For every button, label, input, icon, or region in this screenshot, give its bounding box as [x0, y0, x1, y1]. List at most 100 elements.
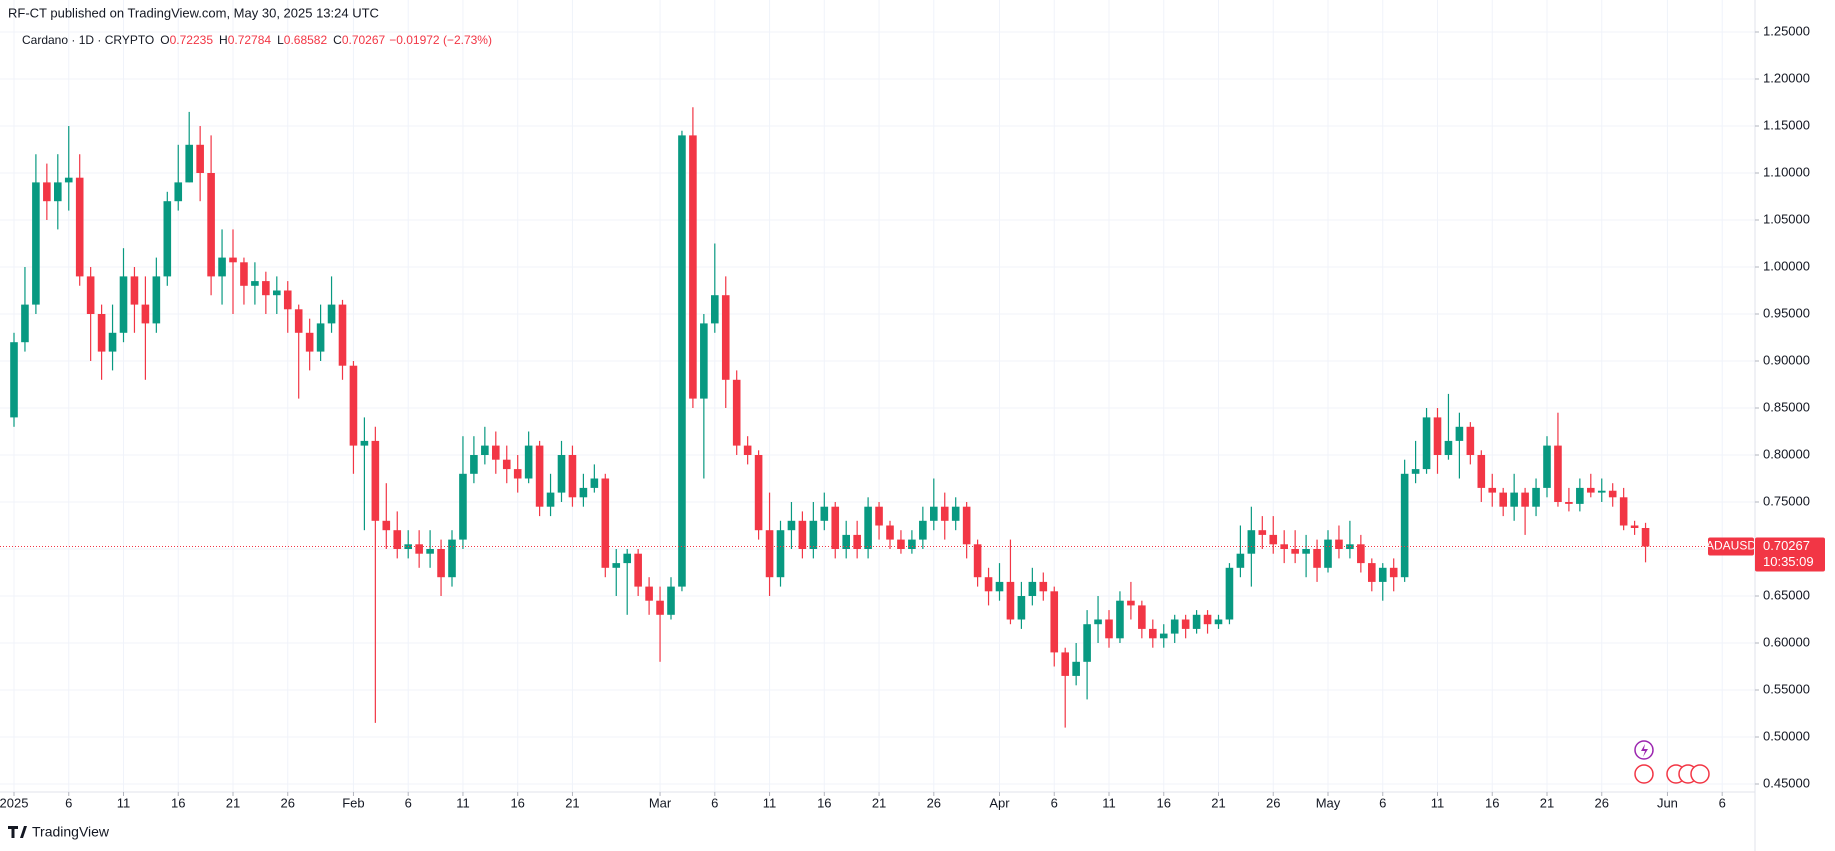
- candle-body: [1532, 487, 1540, 507]
- candle-body: [1072, 661, 1080, 676]
- candle-body: [1028, 581, 1037, 597]
- candle-body: [1039, 581, 1048, 592]
- candle-body: [415, 544, 423, 554]
- y-tick-label: 1.10000: [1763, 164, 1810, 179]
- candles: [10, 107, 1650, 728]
- legend-key: H: [219, 33, 228, 47]
- candle-body: [886, 525, 894, 540]
- candle-body: [1346, 544, 1354, 550]
- candle-body: [1127, 600, 1135, 606]
- candle-body: [546, 492, 555, 507]
- candle-body: [1608, 490, 1617, 498]
- y-tick-label: 0.45000: [1763, 775, 1810, 790]
- legend-key: L: [277, 33, 284, 47]
- candle-body: [1313, 549, 1321, 568]
- candle-body: [700, 323, 708, 399]
- candle-body: [1565, 502, 1573, 504]
- x-tick-label: 21: [1211, 795, 1225, 810]
- candle-body: [481, 445, 489, 456]
- candle-body: [524, 445, 533, 479]
- candle-body: [218, 257, 226, 277]
- legend-key: O: [160, 33, 169, 47]
- candle-body: [1357, 544, 1365, 564]
- candle-body: [32, 182, 40, 305]
- y-tick-label: 0.55000: [1763, 681, 1810, 696]
- candle-body: [1302, 549, 1310, 554]
- candle-body: [1455, 426, 1464, 441]
- x-tick-label: Jun: [1657, 795, 1678, 810]
- candle-body: [645, 586, 653, 601]
- candle-body: [634, 553, 642, 587]
- x-tick-label: 16: [1485, 795, 1499, 810]
- x-tick-label: 11: [117, 795, 131, 810]
- candle-body: [1192, 614, 1201, 629]
- candle-body: [459, 473, 467, 540]
- x-tick-label: 6: [1051, 795, 1058, 810]
- x-tick-label: 6: [711, 795, 718, 810]
- candle-body: [371, 440, 380, 521]
- candle-body: [1247, 530, 1256, 554]
- candle-body: [1203, 614, 1212, 625]
- x-tick-label: 16: [171, 795, 185, 810]
- x-tick-label: 16: [1157, 795, 1171, 810]
- legend-change: −0.01972 (−2.73%): [389, 33, 492, 47]
- candle-body: [338, 304, 347, 366]
- candle-body: [1488, 487, 1497, 493]
- publisher-note: RF-CT published on TradingView.com, May …: [8, 5, 379, 20]
- candle-body: [448, 539, 456, 578]
- candle-body: [1466, 426, 1475, 456]
- y-tick-label: 0.50000: [1763, 728, 1810, 743]
- x-tick-label: 6: [1379, 795, 1386, 810]
- brand: TradingView: [32, 824, 110, 840]
- y-tick-label: 1.05000: [1763, 211, 1810, 226]
- event-icon[interactable]: [1690, 764, 1710, 784]
- x-tick-label: 11: [1102, 795, 1116, 810]
- legend: Cardano · 1D · CRYPTO O0.72235 H0.72784 L0.…: [22, 33, 492, 47]
- candle-body: [535, 445, 544, 507]
- candle-body: [798, 520, 807, 550]
- y-tick-label: 1.15000: [1763, 117, 1810, 132]
- candle-body: [1378, 567, 1387, 582]
- candle-body: [75, 177, 84, 277]
- x-tick-label: 21: [226, 795, 240, 810]
- event-icon[interactable]: [1634, 764, 1654, 784]
- candle-body: [1499, 492, 1507, 507]
- candle-body: [1554, 445, 1562, 503]
- candle-body: [382, 520, 391, 531]
- candle-body: [743, 445, 752, 456]
- candle-body: [1324, 539, 1332, 568]
- candle-body: [601, 478, 610, 568]
- x-tick-label: 6: [405, 795, 412, 810]
- x-tick-label: 6: [65, 795, 72, 810]
- x-tick-label: 26: [1266, 795, 1280, 810]
- candle-body: [1225, 567, 1234, 620]
- candle-body: [1083, 624, 1091, 662]
- candle-body: [360, 440, 369, 446]
- candle-body: [327, 304, 336, 324]
- candle-body: [973, 544, 982, 578]
- candle-body: [568, 455, 577, 498]
- candle-body: [579, 487, 588, 498]
- candle-body: [163, 201, 172, 277]
- candle-body: [1006, 581, 1015, 620]
- candle-body: [273, 290, 281, 296]
- candle-body: [820, 506, 829, 521]
- candle-body: [557, 455, 566, 493]
- x-tick-label: Feb: [342, 795, 364, 810]
- candle-body: [754, 455, 763, 531]
- candle-body: [1181, 619, 1190, 629]
- candle-body: [513, 469, 522, 479]
- candle-body: [152, 276, 161, 324]
- candle-body: [1159, 633, 1168, 639]
- candle-body: [721, 295, 730, 380]
- legend-value: 0.72235: [170, 33, 214, 47]
- candle-body: [86, 276, 95, 314]
- y-tick-label: 0.75000: [1763, 493, 1810, 508]
- candle-body: [1444, 440, 1453, 456]
- candle-body: [908, 539, 916, 550]
- footer-logo: TradingView: [8, 824, 110, 840]
- candle-body: [831, 506, 840, 550]
- candle-body: [1576, 487, 1584, 504]
- x-tick-label: 21: [565, 795, 579, 810]
